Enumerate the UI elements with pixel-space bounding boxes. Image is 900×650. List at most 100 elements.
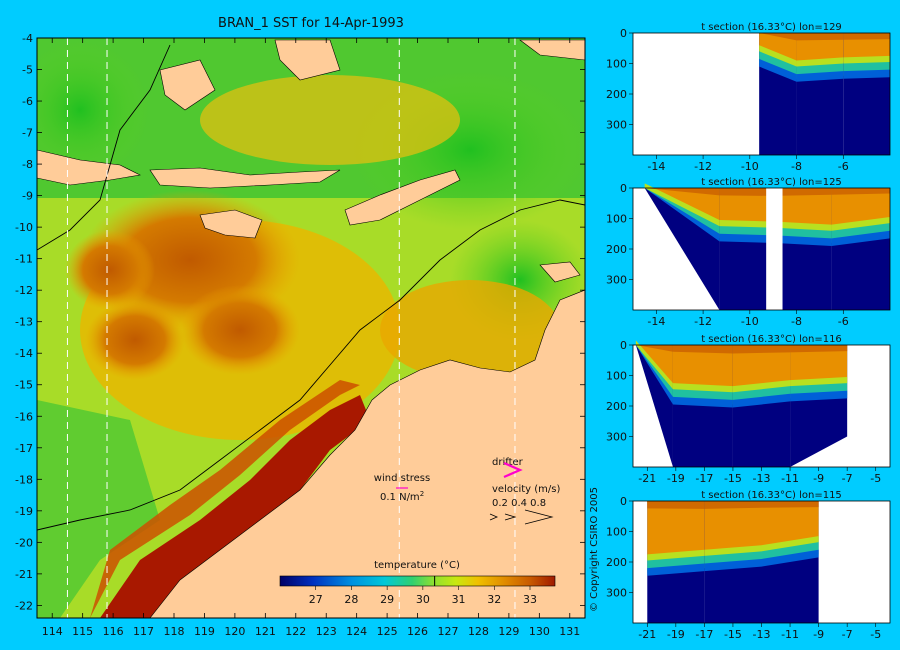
colorbar-label: temperature (°C) bbox=[374, 560, 460, 571]
colorbar-tick-label: 33 bbox=[523, 593, 537, 606]
x-tick-label: 127 bbox=[438, 625, 459, 638]
x-tick-label: 115 bbox=[72, 625, 93, 638]
section-x-tick-label: -11 bbox=[781, 628, 799, 641]
sst-eddy bbox=[180, 285, 300, 375]
wind-stress-label: wind stress bbox=[374, 473, 430, 484]
section-x-tick-label: -19 bbox=[667, 628, 685, 641]
sst-southwest-cool bbox=[37, 400, 160, 618]
y-tick-label: -15 bbox=[15, 379, 33, 392]
x-tick-label: 122 bbox=[285, 625, 306, 638]
section-thermocline bbox=[796, 71, 844, 82]
section-y-tick-label: 0 bbox=[620, 495, 627, 508]
y-tick-label: -4 bbox=[22, 32, 33, 45]
y-tick-label: -6 bbox=[22, 95, 33, 108]
land-island bbox=[344, 169, 461, 226]
land-island bbox=[519, 39, 585, 61]
colorbar-tick-label: 31 bbox=[452, 593, 466, 606]
colorbar: temperature (°C) 27 28 29 30 31 32 33 bbox=[279, 560, 556, 606]
x-tick-label: 130 bbox=[529, 625, 550, 638]
y-tick-label: -14 bbox=[15, 347, 33, 360]
y-tick-label: -17 bbox=[15, 442, 33, 455]
x-tick-label: 120 bbox=[224, 625, 245, 638]
x-tick-label: 126 bbox=[407, 625, 428, 638]
section-thermocline bbox=[831, 230, 890, 246]
section-title: t section (16.33°C) lon=125 bbox=[701, 177, 842, 188]
section-mixed-layer bbox=[732, 345, 791, 391]
section-surface-layer bbox=[719, 188, 774, 196]
section-x-tick-label: -17 bbox=[695, 472, 713, 485]
y-tick-label: -9 bbox=[22, 190, 33, 203]
section-y-tick-label: 0 bbox=[620, 339, 627, 352]
section-mixed-layer bbox=[831, 188, 890, 230]
section-y-tick-label: 300 bbox=[606, 587, 627, 600]
section-y-tick-label: 0 bbox=[620, 182, 627, 195]
bathymetry-contour bbox=[37, 199, 585, 531]
section-mixed-layer bbox=[647, 501, 705, 559]
section-mixed-layer bbox=[672, 345, 733, 391]
section-thermocline bbox=[843, 69, 890, 79]
section-thermocline bbox=[761, 549, 819, 567]
section-x-tick-label: -9 bbox=[813, 472, 824, 485]
x-tick-label: 125 bbox=[377, 625, 398, 638]
section-x-tick-label: -11 bbox=[781, 472, 799, 485]
wind-stress-value: 0.1 N/m2 bbox=[380, 490, 424, 503]
section-mixed-layer bbox=[790, 345, 848, 385]
section-thermocline bbox=[704, 545, 762, 556]
section-mixed-layer bbox=[796, 33, 844, 66]
section-y-tick-label: 100 bbox=[606, 370, 627, 383]
section-surface-layer bbox=[704, 501, 762, 509]
velocity-label: velocity (m/s) bbox=[492, 484, 560, 495]
section-x-tick-label: -8 bbox=[791, 315, 802, 328]
section-x-tick-label: -10 bbox=[741, 315, 759, 328]
y-tick-label: -22 bbox=[15, 599, 33, 612]
section-thermocline bbox=[719, 233, 774, 243]
section-mixed-layer bbox=[719, 188, 774, 227]
y-tick-label: -16 bbox=[15, 410, 33, 423]
y-tick-label: -13 bbox=[15, 316, 33, 329]
section-surface-layer bbox=[644, 188, 720, 196]
land-island bbox=[274, 39, 341, 81]
land-island bbox=[37, 149, 141, 186]
y-tick-label: -19 bbox=[15, 505, 33, 518]
velocity-values: 0.2 0.4 0.8 bbox=[492, 498, 546, 509]
section-y-tick-label: 300 bbox=[606, 431, 627, 444]
section-x-tick-label: -7 bbox=[842, 472, 853, 485]
section-thermocline bbox=[843, 55, 890, 64]
x-tick-label: 116 bbox=[103, 625, 124, 638]
y-tick-label: -7 bbox=[22, 127, 33, 140]
x-tick-label: 114 bbox=[42, 625, 63, 638]
section-surface-layer bbox=[732, 345, 791, 354]
section-x-tick-label: -21 bbox=[638, 628, 656, 641]
colorbar-tick-label: 32 bbox=[487, 593, 501, 606]
section-x-tick-label: -13 bbox=[753, 628, 771, 641]
section-thermocline bbox=[773, 221, 832, 231]
section-mixed-layer bbox=[843, 33, 890, 62]
section-x-tick-label: -14 bbox=[647, 160, 665, 173]
section-title: t section (16.33°C) lon=116 bbox=[701, 334, 842, 345]
section-thermocline bbox=[647, 549, 705, 561]
x-tick-label: 119 bbox=[194, 625, 215, 638]
section-x-tick-label: -6 bbox=[838, 160, 849, 173]
x-tick-label: 131 bbox=[559, 625, 580, 638]
section-y-tick-label: 100 bbox=[606, 526, 627, 539]
section-panel: t section (16.33°C) lon=115-21 -19 -17 -15-… bbox=[606, 490, 891, 641]
section-mixed-layer bbox=[773, 188, 832, 230]
section-x-tick-label: -15 bbox=[724, 628, 742, 641]
section-panel: t section (16.33°C) lon=125 -14 -12 -10 -8 -6… bbox=[606, 177, 891, 328]
section-thermocline bbox=[759, 58, 797, 82]
section-y-tick-label: 300 bbox=[606, 274, 627, 287]
land-island bbox=[159, 59, 216, 111]
section-thermocline bbox=[719, 220, 774, 228]
section-x-tick-label: -21 bbox=[638, 472, 656, 485]
section-y-tick-label: 100 bbox=[606, 58, 627, 71]
section-surface-layer bbox=[773, 188, 832, 196]
section-y-tick-label: 200 bbox=[606, 556, 627, 569]
y-tick-label: -12 bbox=[15, 284, 33, 297]
section-x-tick-label: -17 bbox=[695, 628, 713, 641]
section-surface-layer bbox=[843, 33, 890, 40]
sst-warm-patch bbox=[200, 75, 460, 165]
section-thermocline bbox=[672, 396, 733, 408]
x-tick-label: 123 bbox=[316, 625, 337, 638]
x-tick-label: 129 bbox=[498, 625, 519, 638]
